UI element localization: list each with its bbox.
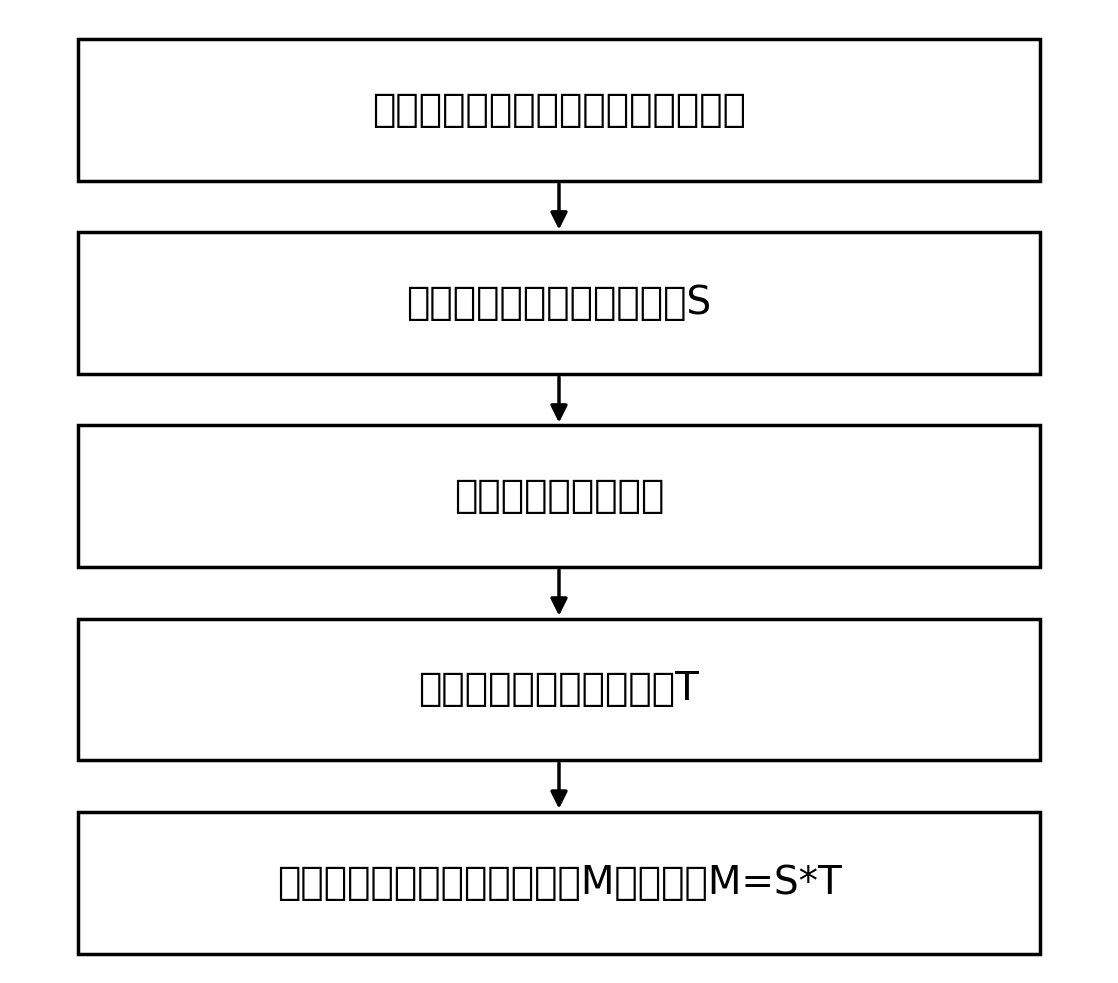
Text: 对标准牙冠进行缩放: 对标准牙冠进行缩放 [454, 478, 664, 515]
Text: 获取参考对象和标准牙冠的外形高点: 获取参考对象和标准牙冠的外形高点 [372, 91, 746, 130]
Bar [78, 426, 1040, 567]
Text: 获取平移量得到变换矩阵T: 获取平移量得到变换矩阵T [418, 670, 700, 709]
Bar [78, 232, 1040, 375]
Text: 得到定位所需的坐标变换矩阵M，其中，M=S*T: 得到定位所需的坐标变换矩阵M，其中，M=S*T [276, 863, 842, 901]
Text: 计算缩放比例得到变换矩阵S: 计算缩放比例得到变换矩阵S [407, 284, 711, 322]
Bar [78, 39, 1040, 181]
Bar [78, 618, 1040, 761]
Bar [78, 812, 1040, 954]
